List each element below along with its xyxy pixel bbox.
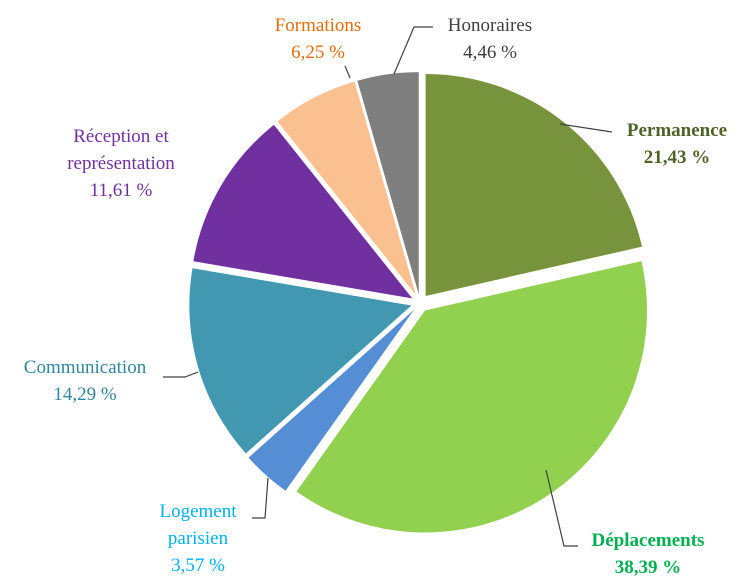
leader-line [393,26,433,75]
category-name: Honoraires [447,15,533,36]
slice-label: Honoraires 4,46 % [425,12,555,66]
category-name: Communication [23,357,147,378]
pie-slice [425,73,643,296]
slice-label: Logement parisien 3,57 % [143,498,253,579]
slice-label: Communication 14,29 % [5,354,165,408]
pie-slice [189,268,412,454]
value-label: 6,25 % [291,42,345,63]
category-name: Réception et représentation [67,126,175,174]
slice-label: Formations 6,25 % [253,12,383,66]
slice-label: Réception et représentation 11,61 % [41,123,201,204]
category-name: Permanence [626,120,728,141]
pie-slice [277,81,416,296]
category-name: Logement parisien [159,501,237,549]
value-label: 4,46 % [463,42,517,63]
value-label: 14,29 % [53,384,117,405]
value-label: 11,61 % [89,180,153,201]
value-label: 38,39 % [614,557,682,578]
slices [189,72,648,533]
leader-line [344,65,351,79]
leader-line [559,123,613,133]
slice-label: Déplacements 38,39 % [563,527,733,581]
leader-line [252,477,269,519]
pie-slice [296,261,648,533]
pie-slice [193,124,413,299]
leader-line [545,469,578,547]
pie-slice [248,309,415,491]
leader-line [163,371,199,378]
category-name: Déplacements [591,530,705,551]
value-label: 3,57 % [171,555,225,576]
pie-slice [357,72,419,295]
category-name: Formations [274,15,362,36]
slice-label: Permanence 21,43 % [607,117,744,171]
value-label: 21,43 % [643,147,711,168]
